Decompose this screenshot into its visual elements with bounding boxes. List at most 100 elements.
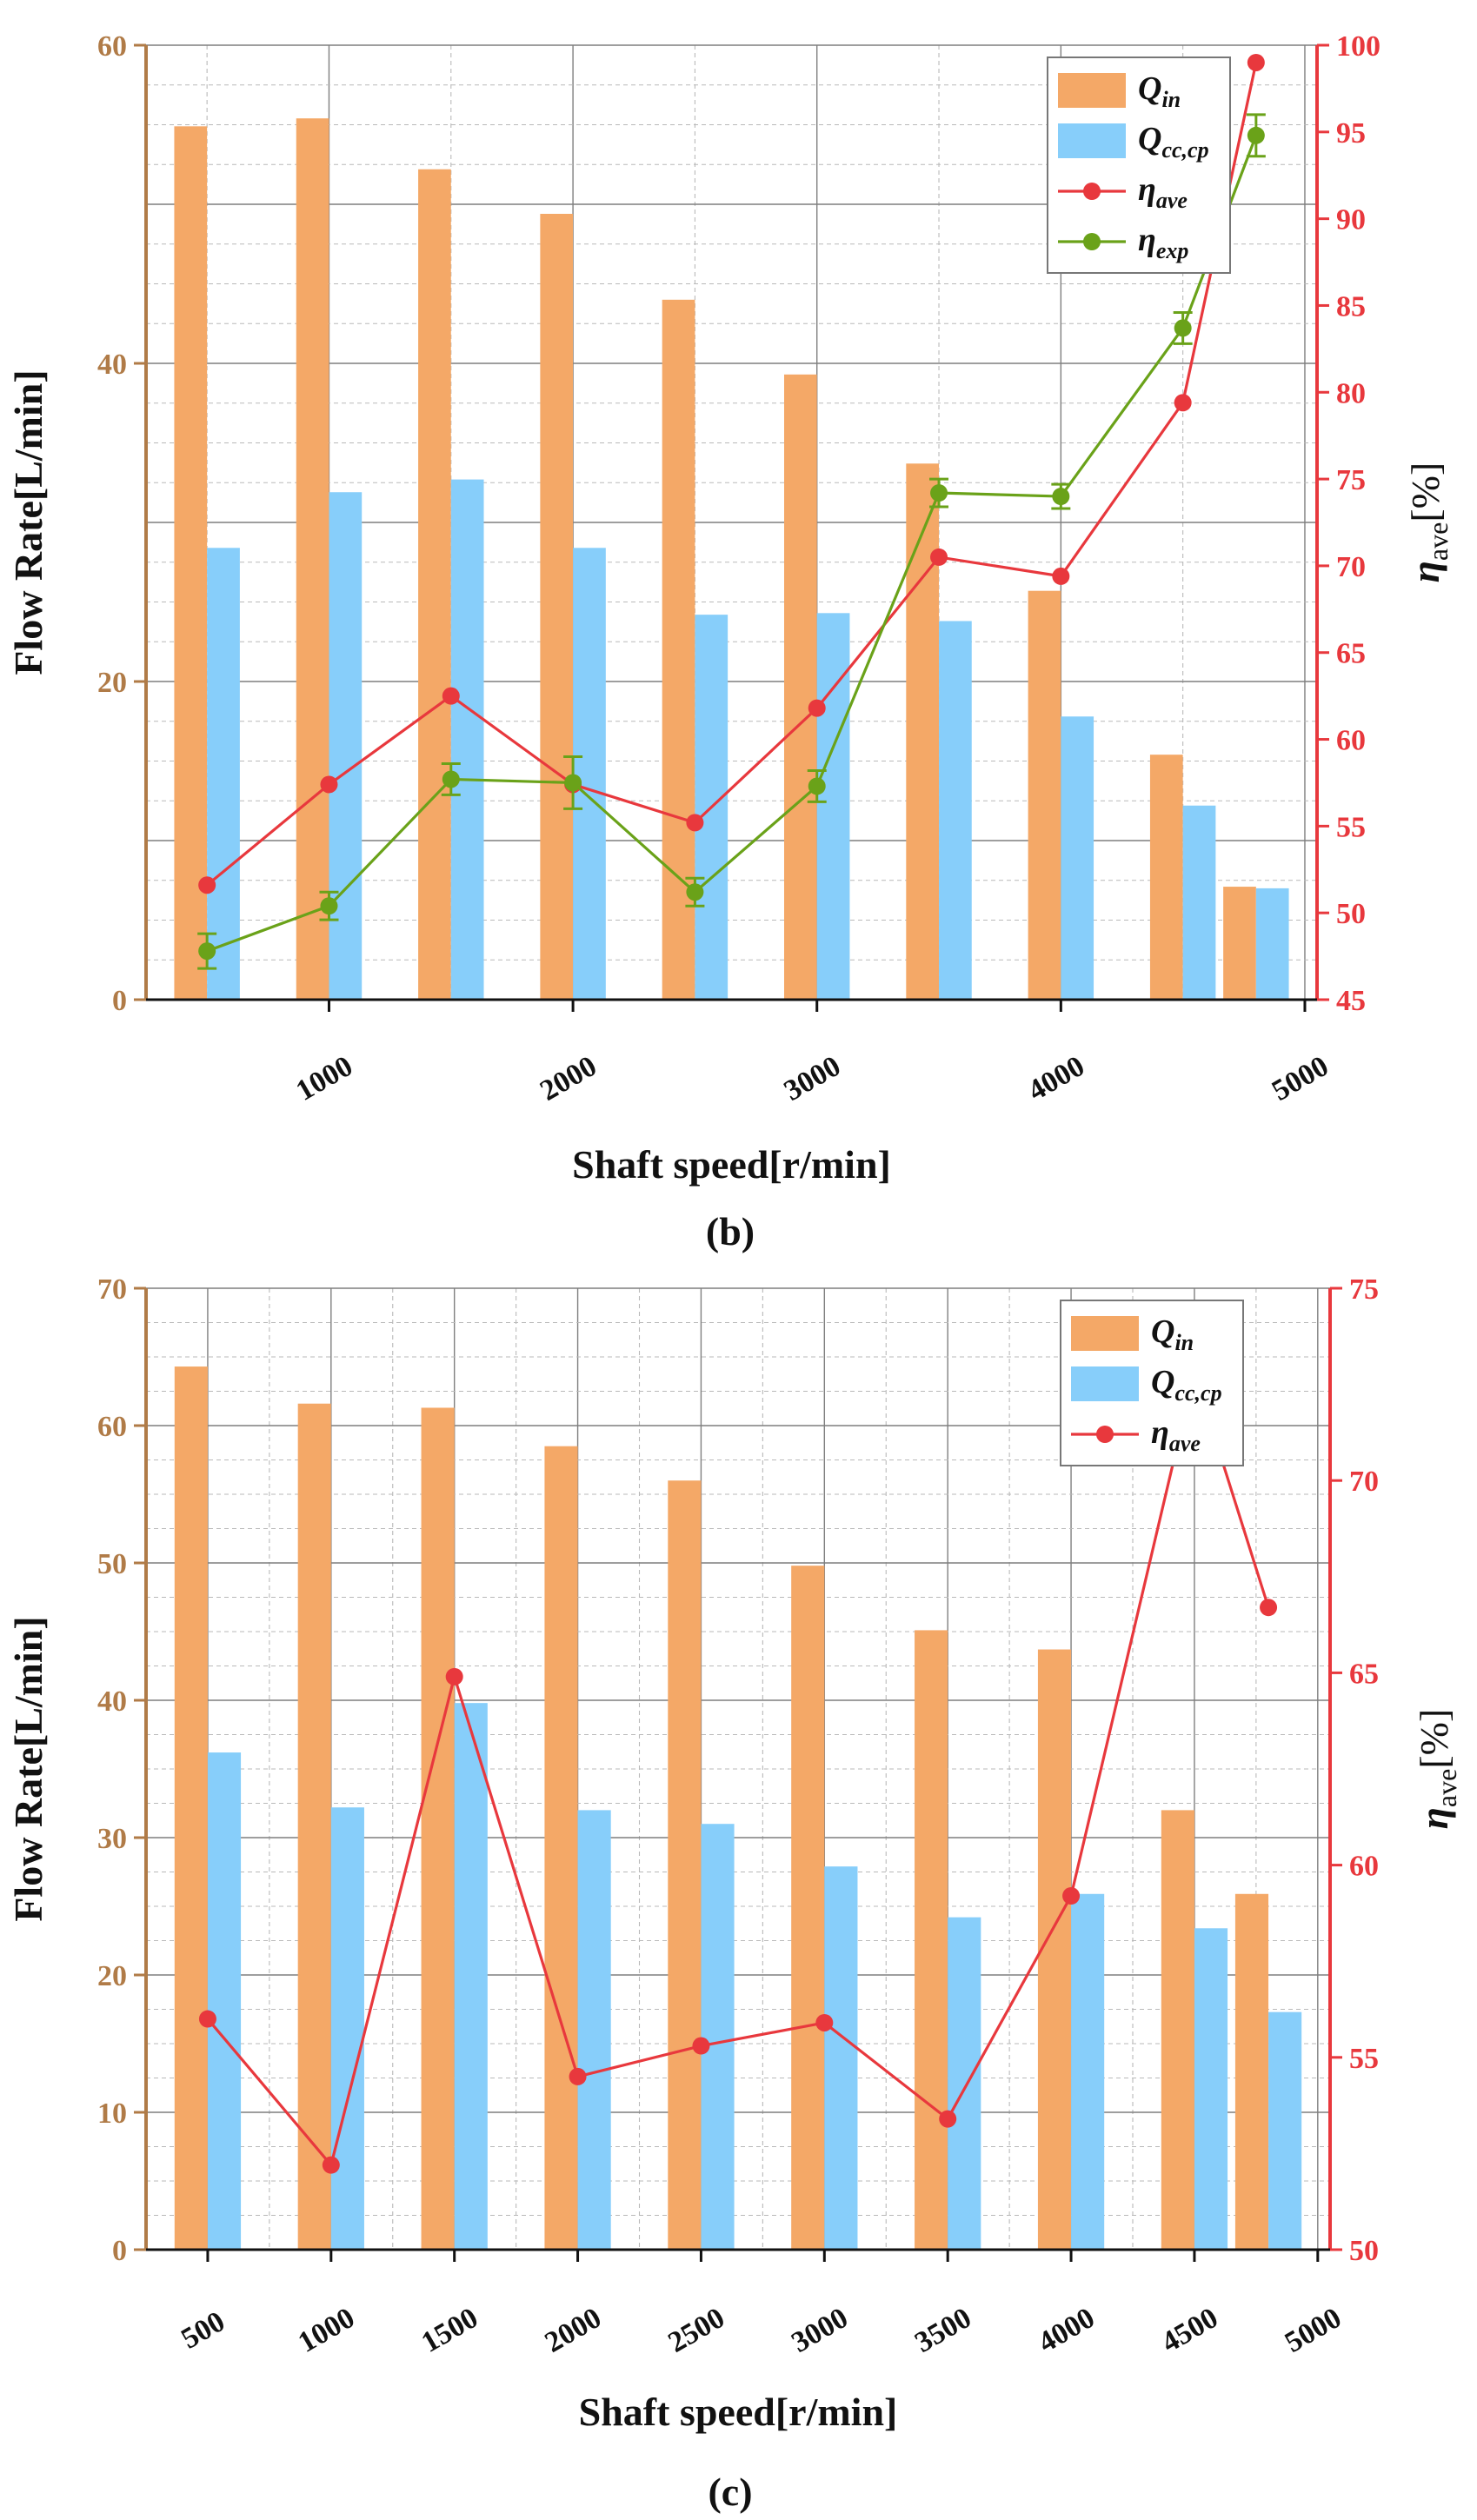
legend-label: ηave — [1138, 171, 1188, 213]
series-eta-exp — [197, 113, 1266, 970]
legend-label: Qcc,cp — [1138, 121, 1209, 163]
y-tick-label-left: 20 — [97, 1960, 127, 1992]
x-tick-label: 2000 — [535, 1050, 602, 1107]
point-eta-ave — [198, 2010, 216, 2028]
legend-item-bar-cc-cp[interactable]: Qcc,cp — [1058, 121, 1209, 163]
bar-q-cc-cp — [1071, 1893, 1105, 2250]
x-tick-label: 3000 — [779, 1050, 846, 1107]
bar-q-cc-cp — [573, 548, 606, 1000]
y-tick-label-right: 75 — [1349, 1273, 1379, 1306]
bar-q-cc-cp — [207, 548, 240, 1000]
y-tick-label-right: 65 — [1349, 1658, 1379, 1690]
line-eta-exp — [206, 135, 1258, 953]
legend-swatch — [1058, 123, 1126, 158]
y-tick-label-left: 50 — [97, 1548, 127, 1580]
bar-q-in — [1037, 1649, 1072, 2250]
point-eta-ave — [445, 1667, 463, 1686]
point-eta-ave — [1260, 1599, 1278, 1617]
legend-swatch — [1071, 1316, 1139, 1351]
y-tick-label-right: 90 — [1336, 204, 1366, 236]
point-eta-exp — [1247, 126, 1265, 144]
legend-swatch — [1058, 73, 1126, 108]
bar-q-in — [1161, 1810, 1194, 2250]
series-eta-ave — [198, 53, 1265, 894]
chart-c-y2-axis-label: ηave[%] — [1412, 1709, 1462, 1830]
x-tick-label: 3500 — [909, 2302, 976, 2359]
point-eta-ave — [930, 548, 948, 566]
bar-q-in — [421, 1407, 455, 2250]
chart-panel-c: (c) 500 1000 1500 2000 2500 3000 3500 4000 4500 5… — [6, 1273, 1462, 2514]
point-eta-ave — [322, 2156, 340, 2174]
point-eta-ave — [686, 814, 704, 832]
x-tick-label: 2500 — [662, 2302, 729, 2359]
line-eta-ave — [206, 62, 1258, 887]
point-eta-exp — [1052, 488, 1070, 506]
legend-item-line-ave[interactable]: ηave — [1058, 171, 1188, 213]
point-eta-ave — [442, 687, 460, 705]
bar-q-in — [1234, 1893, 1269, 2250]
x-tick-label: 4000 — [1022, 1050, 1089, 1107]
y-tick-label-left: 20 — [97, 667, 127, 699]
chart-c-bars — [174, 1366, 1302, 2250]
y-tick-label-right: 70 — [1349, 1466, 1379, 1498]
y-tick-label-left: 40 — [97, 1686, 127, 1718]
chart-panel-b: (b) 1000 2000 3000 4000 5000 0 20 40 60 45 50 55 60 6… — [6, 30, 1454, 1253]
chart-b-x-axis-label: Shaft speed[r/min] — [572, 1142, 891, 1187]
bar-q-in — [915, 1630, 948, 2250]
legend-item-bar-in[interactable]: Qin — [1058, 70, 1181, 112]
legend-item-line-ave[interactable]: ηave — [1071, 1414, 1201, 1456]
chart-c-legend[interactable]: Qin Qcc,cp ηave — [1060, 1300, 1244, 1466]
y-tick-label-left: 30 — [97, 1823, 127, 1855]
legend-swatch-marker — [1083, 233, 1101, 250]
legend-item-line_err-exp[interactable]: ηexp — [1058, 222, 1188, 263]
chart-c-y-axis-label: Flow Rate[L/min] — [6, 1616, 50, 1921]
chart-b-panel-label: (b) — [706, 1209, 755, 1253]
y-tick-label-right: 50 — [1336, 898, 1366, 930]
line-eta-ave — [206, 1367, 1270, 2169]
legend-label: Qin — [1151, 1313, 1194, 1355]
x-tick-label: 4000 — [1033, 2302, 1100, 2359]
chart-b-y2-axis-label: ηave[%] — [1403, 462, 1454, 583]
legend-item-bar-cc-cp[interactable]: Qcc,cp — [1071, 1364, 1222, 1406]
point-eta-ave — [1062, 1886, 1081, 1905]
chart-c-x-axis-label: Shaft speed[r/min] — [579, 2390, 898, 2434]
point-eta-ave — [198, 876, 216, 894]
bar-q-in — [174, 1366, 208, 2250]
legend-label: ηave — [1151, 1414, 1201, 1456]
point-eta-ave — [1247, 53, 1265, 71]
y-tick-label-right: 80 — [1336, 377, 1366, 409]
chart-b-legend[interactable]: Qin Qcc,cp ηave ηexp — [1047, 57, 1231, 274]
chart-c-panel-label: (c) — [708, 2470, 752, 2514]
x-tick-label: 1000 — [291, 1050, 358, 1107]
x-tick-label: 1000 — [293, 2302, 360, 2359]
y-tick-label-right: 65 — [1336, 638, 1366, 670]
y-tick-label-left: 0 — [112, 985, 127, 1017]
y-tick-label-left: 70 — [97, 1273, 127, 1306]
legend-item-bar-in[interactable]: Qin — [1071, 1313, 1194, 1355]
bar-q-in — [418, 169, 451, 1001]
y-tick-label-right: 50 — [1349, 2235, 1379, 2267]
bar-q-in — [544, 1446, 578, 2250]
chart-b-bars — [174, 118, 1289, 1001]
y-tick-label-left: 10 — [97, 2098, 127, 2130]
series-eta-ave — [198, 1364, 1278, 2174]
bar-q-cc-cp — [577, 1810, 611, 2250]
bar-q-cc-cp — [948, 1917, 981, 2250]
bar-q-in — [791, 1566, 825, 2250]
point-eta-exp — [320, 897, 338, 915]
bar-q-in — [1149, 755, 1183, 1000]
legend-swatch — [1071, 1366, 1139, 1401]
bar-q-in — [296, 118, 329, 1000]
x-tick-label: 500 — [176, 2305, 230, 2356]
x-tick-label: 5000 — [1280, 2302, 1347, 2359]
point-eta-ave — [939, 2110, 957, 2128]
point-eta-exp — [930, 484, 948, 502]
bar-q-cc-cp — [450, 479, 484, 1000]
legend-swatch-marker — [1083, 183, 1101, 200]
x-tick-label: 3000 — [786, 2302, 853, 2359]
point-eta-exp — [1174, 319, 1192, 337]
y-tick-label-right: 85 — [1336, 290, 1366, 322]
legend-label: Qcc,cp — [1151, 1364, 1222, 1406]
point-eta-ave — [808, 699, 826, 717]
